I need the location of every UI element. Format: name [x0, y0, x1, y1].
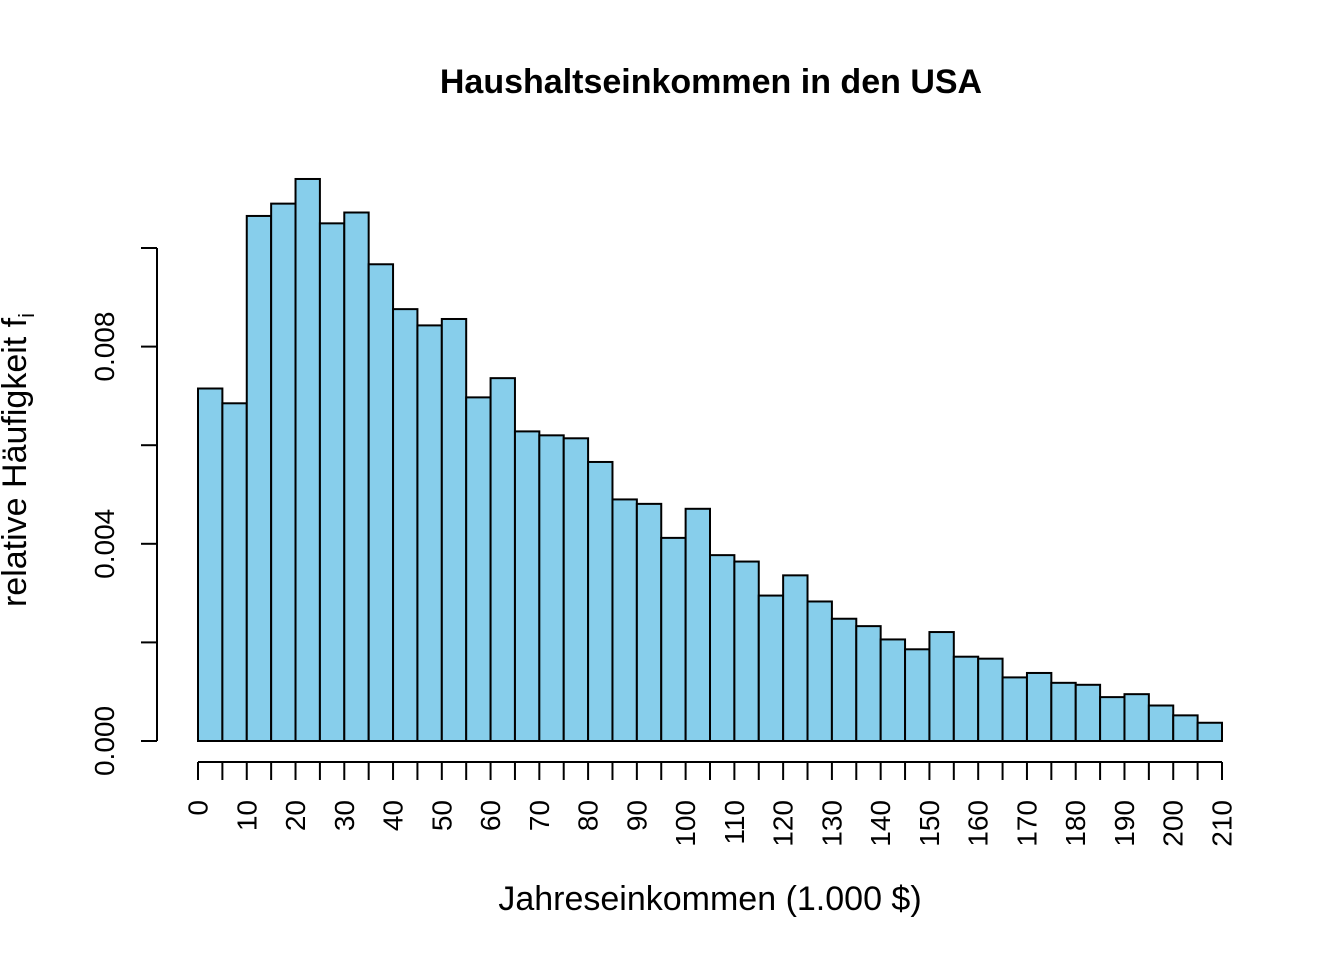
histogram-bar — [1172, 714, 1199, 743]
histogram-bar — [928, 631, 955, 742]
x-tick-label: 150 — [914, 800, 945, 847]
x-tick-label: 190 — [1109, 800, 1140, 847]
histogram-bar — [197, 387, 224, 742]
histogram-bar — [587, 460, 614, 742]
histogram-bar — [1123, 693, 1150, 742]
x-tick-label: 40 — [378, 800, 409, 831]
histogram-bar — [318, 222, 346, 743]
histogram-bar — [904, 648, 931, 742]
bars-group — [197, 177, 1223, 743]
histogram-bar — [757, 594, 785, 742]
histogram-bar — [392, 308, 419, 742]
x-tick-label: 30 — [329, 800, 360, 831]
y-axis-label: relative Häufigkeit fi — [0, 313, 39, 607]
x-tick-label: 70 — [524, 800, 555, 831]
histogram-bar — [270, 202, 297, 742]
histogram-bar — [562, 437, 590, 742]
histogram-bar — [513, 430, 541, 742]
x-tick-label: 170 — [1011, 800, 1042, 847]
histogram-bar — [879, 638, 907, 743]
x-tick-label: 210 — [1207, 800, 1238, 847]
x-tick-label: 0 — [183, 800, 214, 816]
histogram-bar — [1196, 721, 1223, 742]
histogram-bar — [1050, 681, 1077, 742]
histogram-bar — [684, 507, 711, 742]
x-tick-label: 100 — [670, 800, 701, 847]
x-tick-label: 50 — [426, 800, 457, 831]
y-tick-label: 0.000 — [89, 706, 120, 776]
histogram-bar — [611, 498, 638, 742]
histogram-bar — [733, 560, 760, 742]
histogram-bar — [782, 574, 809, 742]
x-tick-label: 140 — [865, 800, 896, 847]
histogram-bar — [367, 263, 395, 742]
y-tick-label: 0.004 — [89, 509, 120, 579]
histogram-bar — [855, 625, 882, 742]
x-tick-label: 160 — [963, 800, 994, 847]
x-tick-label: 80 — [573, 800, 604, 831]
histogram-bar — [952, 655, 980, 743]
y-axis-label-main: relative Häufigkeit f — [0, 317, 34, 607]
histogram-bar — [416, 324, 443, 742]
y-axis: 0.000 0.004 0.008 — [89, 247, 158, 776]
histogram-bar — [830, 617, 858, 743]
chart-title: Haushaltseinkommen in den USA — [440, 63, 982, 101]
x-tick-label: 200 — [1158, 800, 1189, 847]
histogram-bar — [1025, 671, 1053, 742]
y-axis-label-subscript: i — [14, 313, 39, 318]
histogram-bar — [1147, 704, 1175, 743]
histogram-bar — [465, 396, 492, 742]
histogram-bar — [1074, 683, 1102, 742]
x-tick-label: 90 — [621, 800, 652, 831]
histogram-bar — [709, 554, 736, 742]
x-tick-label: 120 — [768, 800, 799, 847]
histogram-bar — [538, 434, 565, 742]
histogram-bar — [343, 211, 370, 742]
x-axis-label: Jahreseinkommen (1.000 $) — [498, 880, 921, 918]
x-tick-label: 60 — [475, 800, 506, 831]
x-tick-label: 110 — [719, 800, 750, 845]
x-tick-label: 10 — [231, 800, 262, 831]
histogram-bar — [221, 402, 248, 742]
histogram-bar — [489, 377, 516, 742]
histogram-bar — [440, 317, 468, 742]
x-tick-label: 130 — [816, 800, 847, 847]
histogram-bar — [806, 600, 833, 743]
histogram-bar — [1099, 696, 1126, 742]
histogram-bar — [245, 214, 273, 742]
x-tick-label: 180 — [1060, 800, 1091, 847]
x-tick-label: 20 — [280, 800, 311, 831]
histogram-bar — [635, 502, 663, 742]
y-tick-label: 0.008 — [89, 312, 120, 382]
histogram-bar — [294, 177, 321, 743]
x-axis: 0 10 20 30 40 50 60 70 80 90 100 110 120 130 140 150 160… — [183, 761, 1238, 847]
histogram-bar — [660, 536, 687, 742]
histogram-bar — [977, 657, 1004, 743]
histogram-bar — [1001, 676, 1028, 743]
